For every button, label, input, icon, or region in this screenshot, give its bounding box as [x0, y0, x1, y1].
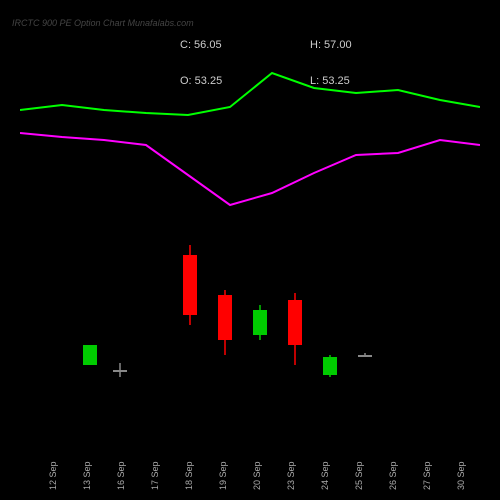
x-axis-label: 19 Sep — [218, 461, 228, 490]
x-axis-label: 24 Sep — [320, 461, 330, 490]
chart-area — [20, 45, 480, 425]
x-axis-label: 17 Sep — [150, 461, 160, 490]
candle-body — [218, 295, 232, 340]
watermark-text: IRCTC 900 PE Option Chart Munafalabs.com — [12, 18, 194, 28]
x-axis-label: 25 Sep — [354, 461, 364, 490]
candle-body — [83, 345, 97, 365]
x-axis-label: 26 Sep — [388, 461, 398, 490]
candle-body — [253, 310, 267, 335]
x-axis-label: 13 Sep — [82, 461, 92, 490]
x-axis-label: 30 Sep — [456, 461, 466, 490]
chart-svg — [20, 45, 480, 425]
x-axis-label: 23 Sep — [286, 461, 296, 490]
x-axis-label: 27 Sep — [422, 461, 432, 490]
candle-body — [113, 370, 127, 372]
x-axis-label: 12 Sep — [48, 461, 58, 490]
candle-body — [183, 255, 197, 315]
x-axis-label: 16 Sep — [116, 461, 126, 490]
candle-body — [358, 355, 372, 357]
x-axis-label: 18 Sep — [184, 461, 194, 490]
indicator-line-upper — [20, 73, 480, 115]
candle-body — [323, 357, 337, 375]
x-axis-label: 20 Sep — [252, 461, 262, 490]
indicator-line-lower — [20, 133, 480, 205]
candle-body — [288, 300, 302, 345]
x-axis-labels: 12 Sep 13 Sep 16 Sep 17 Sep 18 Sep 19 Sep 20 S… — [20, 435, 480, 495]
